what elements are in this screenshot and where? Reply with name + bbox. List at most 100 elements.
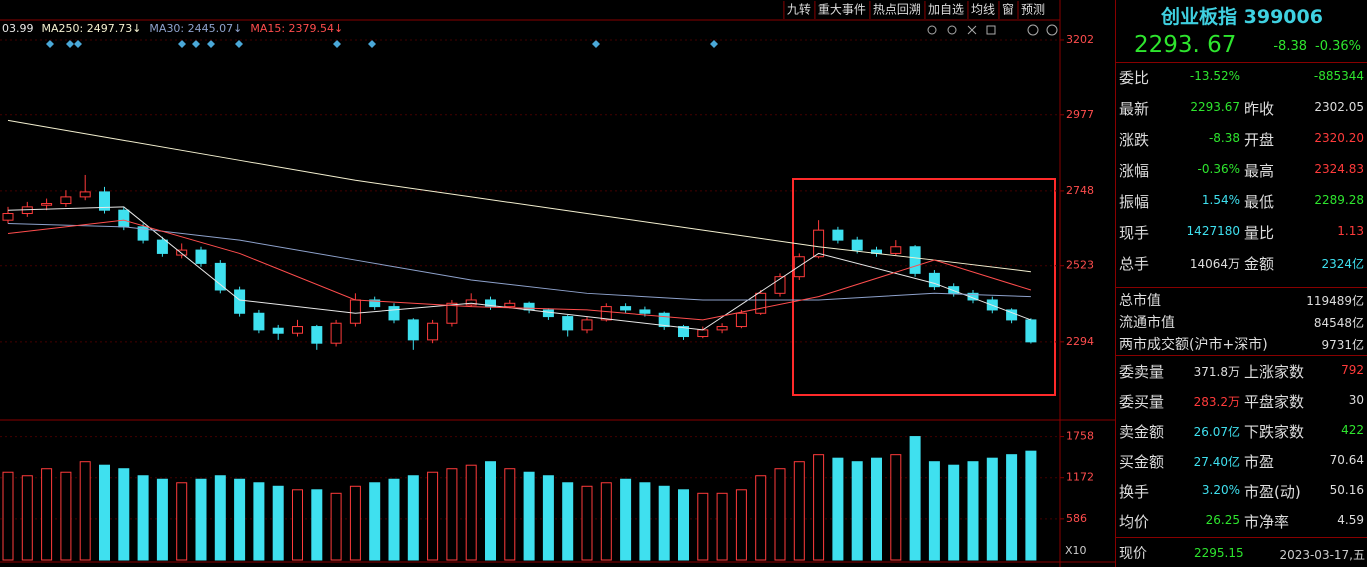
candle-body <box>446 302 458 324</box>
volume-bar <box>928 461 940 561</box>
candle-body <box>99 191 110 211</box>
quote-cell: 26.25 <box>1205 513 1240 527</box>
quote-cell: 27.40亿 <box>1193 455 1240 469</box>
quote-cell: 9731亿 <box>1321 338 1364 352</box>
quote-cell: 市盈(动) <box>1244 483 1301 501</box>
volume-bar <box>967 461 979 561</box>
candle-body <box>388 306 400 321</box>
volume-bar <box>832 457 844 561</box>
quote-cell: 委卖量 <box>1119 363 1165 381</box>
candle-body <box>504 302 516 308</box>
candle-body <box>716 326 728 331</box>
volume-bar <box>562 482 574 561</box>
quote-cell: -885344 <box>1313 69 1364 83</box>
volume-bar <box>542 475 554 561</box>
toolbar-button[interactable]: 均线 <box>971 3 995 17</box>
volume-bar <box>581 485 593 561</box>
quote-cell: 2289.28 <box>1314 193 1364 207</box>
quote-cell: 1427180 <box>1186 224 1240 238</box>
quote-cell: 委比 <box>1119 69 1150 87</box>
volume-bar <box>890 454 902 561</box>
volume-bar <box>234 478 246 561</box>
legend-entry: MA30: 2445.07↓ <box>149 22 242 35</box>
quote-cell: 3.20% <box>1201 483 1240 497</box>
candle-body <box>214 262 226 291</box>
quote-cell: -0.36% <box>1197 162 1240 176</box>
volume-bar <box>369 482 381 561</box>
quote-cell: 283.2万 <box>1193 395 1240 409</box>
candle-body <box>948 286 960 294</box>
quote-cell: 最新 <box>1119 100 1150 118</box>
quote-cell: 792 <box>1341 363 1364 377</box>
candle-body <box>755 292 767 314</box>
now-label: 现价 <box>1119 546 1147 562</box>
volume-bar <box>620 478 632 561</box>
toolbar-button[interactable]: 九转 <box>787 2 811 17</box>
quote-cell: 1.13 <box>1337 224 1364 238</box>
candle-body <box>562 316 574 331</box>
volume-bar <box>292 489 303 561</box>
date: 2023-03-17,五 <box>1279 548 1365 562</box>
candle-body <box>832 229 844 241</box>
volume-bar <box>118 468 130 561</box>
volume-bar <box>948 464 960 561</box>
quote-cell: 两市成交额(沪市+深市) <box>1119 337 1268 353</box>
toolbar-button[interactable]: 加自选 <box>928 3 964 17</box>
toolbar-button[interactable]: 重大事件 <box>818 3 866 17</box>
ma-line <box>7 206 1032 331</box>
ma-line <box>7 119 1031 273</box>
toolbar-button[interactable]: 预测 <box>1021 3 1045 17</box>
quote-cell: -8.38 <box>1208 131 1240 145</box>
unit-label: X10 <box>1065 544 1087 557</box>
quote-cell: 119489亿 <box>1306 294 1364 308</box>
volume-bar <box>851 461 863 561</box>
quote-cell: 买金额 <box>1119 453 1165 471</box>
volume-bar <box>79 461 91 561</box>
candle-body <box>118 209 130 228</box>
y-tick-label: 2977 <box>1066 108 1094 121</box>
quote-cell: 振幅 <box>1119 193 1150 211</box>
candle-body <box>658 312 670 328</box>
toolbar-button[interactable]: 热点回溯 <box>873 2 921 17</box>
volume-bar <box>21 475 33 561</box>
quote-cell: 卖金额 <box>1119 423 1165 441</box>
ma-line <box>7 222 1031 301</box>
quote-cell: 总手 <box>1119 255 1150 273</box>
quote-cell: 涨跌 <box>1119 131 1150 149</box>
volume-bar <box>446 468 458 561</box>
quote-cell: 涨幅 <box>1119 162 1150 180</box>
quote-cell: 金额 <box>1244 255 1275 273</box>
candle-body <box>272 327 284 334</box>
candle-body <box>967 292 979 301</box>
quote-cell: 371.8万 <box>1193 365 1240 379</box>
candle-body <box>60 196 72 205</box>
quote-cell: 市盈 <box>1244 453 1275 471</box>
highlight-box <box>792 178 1056 396</box>
quote-cell: 市净率 <box>1244 513 1290 531</box>
volume-bar <box>793 461 805 561</box>
candle-body <box>485 299 496 308</box>
volume-bar <box>330 492 342 561</box>
candle-body <box>851 239 863 251</box>
candle-body <box>234 289 246 314</box>
volume-bar <box>716 492 728 561</box>
candle-body <box>195 249 207 264</box>
volume-bar <box>755 475 767 561</box>
quote-cell: 下跌家数 <box>1244 423 1305 441</box>
quote-cell: 最低 <box>1244 193 1275 211</box>
y-tick-label: 2294 <box>1066 335 1094 348</box>
y-tick-label: 1758 <box>1066 430 1094 443</box>
candle-body <box>465 299 477 306</box>
volume-bar <box>485 461 496 561</box>
candle-body <box>407 319 419 341</box>
candle-body <box>292 326 303 334</box>
quote-cell: 量比 <box>1244 224 1275 242</box>
quote-cell: 均价 <box>1119 513 1150 531</box>
quote-cell: 50.16 <box>1329 483 1364 497</box>
toolbar-button[interactable]: 窗 <box>1002 3 1014 17</box>
candle-body <box>79 191 91 198</box>
quote-cell: 2302.05 <box>1314 100 1364 114</box>
volume-bar <box>909 436 921 561</box>
quote-cell: 昨收 <box>1244 100 1275 118</box>
y-tick-label: 2523 <box>1066 259 1094 272</box>
